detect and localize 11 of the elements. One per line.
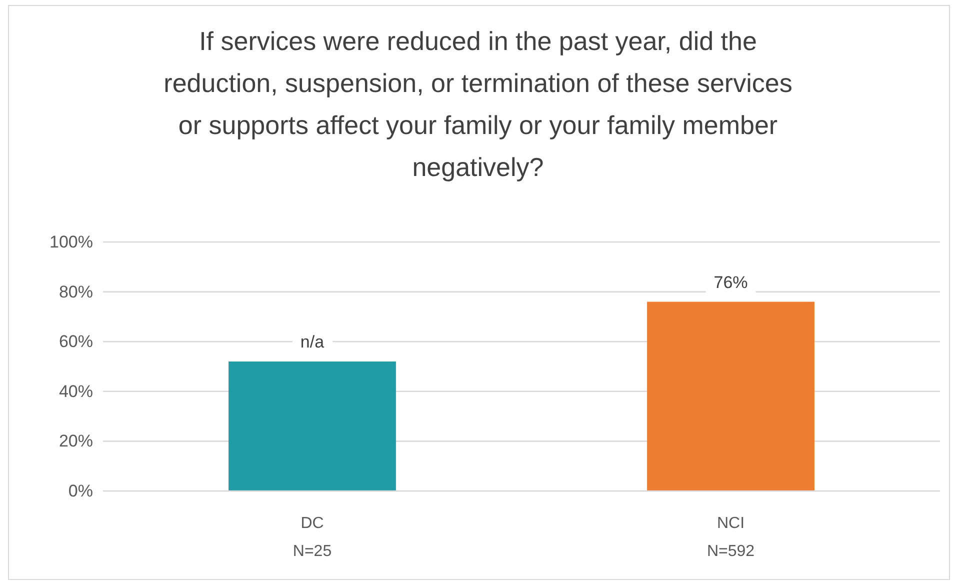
y-tick-label: 60%	[58, 332, 93, 352]
y-tick-label: 0%	[68, 481, 93, 500]
data-label: 76%	[714, 272, 748, 292]
chart-title: If services were reduced in the past year, did the reduction, suspension, or termination of these services or supports affect your family or your family member negatively?	[164, 26, 792, 182]
x-tick-label: DC N=25	[292, 515, 332, 560]
x-tick-label: NCI N=592	[706, 515, 755, 560]
y-tick-label: 20%	[58, 432, 93, 451]
y-tick-label: 40%	[58, 382, 93, 401]
y-tick-label: 100%	[50, 232, 93, 252]
y-tick-label: 80%	[58, 282, 93, 302]
data-label: n/a	[300, 332, 325, 352]
